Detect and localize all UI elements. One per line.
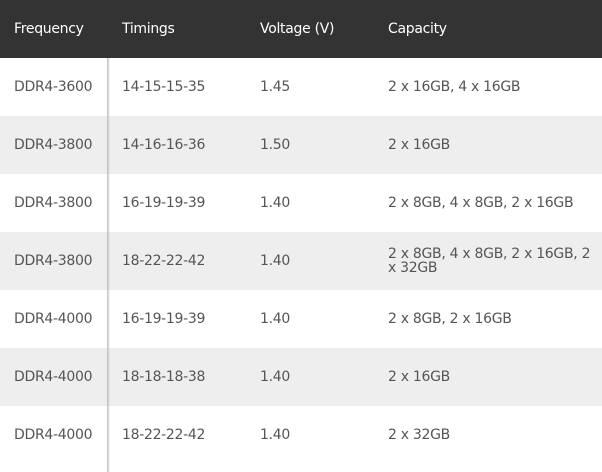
header-row: Frequency Timings Voltage (V) Capacity bbox=[0, 0, 602, 58]
cell-voltage: 1.40 bbox=[260, 311, 290, 327]
column-divider-shadow bbox=[107, 58, 110, 472]
table-row: DDR4-4000 18-18-18-38 1.40 2 x 16GB bbox=[0, 348, 602, 406]
cell-capacity: 2 x 16GB bbox=[374, 348, 602, 406]
table-row: DDR4-3800 14-16-16-36 1.50 2 x 16GB bbox=[0, 116, 602, 174]
header-timings: Timings bbox=[108, 0, 246, 58]
cell-frequency: DDR4-4000 bbox=[14, 311, 93, 327]
table-row: DDR4-3800 16-19-19-39 1.40 2 x 8GB, 4 x 8GB… bbox=[0, 174, 602, 232]
cell-voltage: 1.40 bbox=[246, 232, 374, 290]
cell-timings: 14-16-16-36 bbox=[108, 116, 246, 174]
header-frequency: Frequency bbox=[0, 0, 108, 58]
cell-capacity: 2 x 8GB, 4 x 8GB, 2 x 16GB, 2 x 32GB bbox=[374, 232, 602, 290]
cell-voltage: 1.40 bbox=[260, 195, 290, 211]
cell-frequency: DDR4-3800 bbox=[0, 232, 108, 290]
cell-capacity: 2 x 16GB bbox=[374, 116, 602, 174]
table-row: DDR4-4000 16-19-19-39 1.40 2 x 8GB, 2 x 16G… bbox=[0, 290, 602, 348]
header-capacity: Capacity bbox=[374, 0, 602, 58]
cell-timings: 16-19-19-39 bbox=[122, 195, 206, 211]
cell-capacity: 2 x 16GB, 4 x 16GB bbox=[388, 79, 521, 95]
cell-frequency: DDR4-3800 bbox=[14, 195, 93, 211]
cell-capacity: 2 x 8GB, 4 x 8GB, 2 x 16GB bbox=[388, 195, 574, 211]
cell-voltage: 1.45 bbox=[260, 79, 290, 95]
cell-capacity: 2 x 8GB, 2 x 16GB bbox=[388, 311, 512, 327]
cell-timings: 14-15-15-35 bbox=[122, 79, 206, 95]
cell-capacity: 2 x 32GB bbox=[388, 427, 450, 443]
cell-frequency: DDR4-4000 bbox=[14, 427, 93, 443]
cell-timings: 18-18-18-38 bbox=[108, 348, 246, 406]
header-voltage: Voltage (V) bbox=[246, 0, 374, 58]
table-row: DDR4-3800 18-22-22-42 1.40 2 x 8GB, 4 x 8GB… bbox=[0, 232, 602, 290]
cell-timings: 18-22-22-42 bbox=[122, 427, 206, 443]
cell-frequency: DDR4-4000 bbox=[0, 348, 108, 406]
cell-voltage: 1.40 bbox=[246, 348, 374, 406]
cell-frequency: DDR4-3800 bbox=[0, 116, 108, 174]
table-row: DDR4-4000 18-22-22-42 1.40 2 x 32GB bbox=[0, 406, 602, 464]
cell-timings: 16-19-19-39 bbox=[122, 311, 206, 327]
cell-voltage: 1.50 bbox=[246, 116, 374, 174]
cell-timings: 18-22-22-42 bbox=[108, 232, 246, 290]
cell-voltage: 1.40 bbox=[260, 427, 290, 443]
table-row: DDR4-3600 14-15-15-35 1.45 2 x 16GB, 4 x 16… bbox=[0, 58, 602, 116]
cell-frequency: DDR4-3600 bbox=[14, 79, 93, 95]
